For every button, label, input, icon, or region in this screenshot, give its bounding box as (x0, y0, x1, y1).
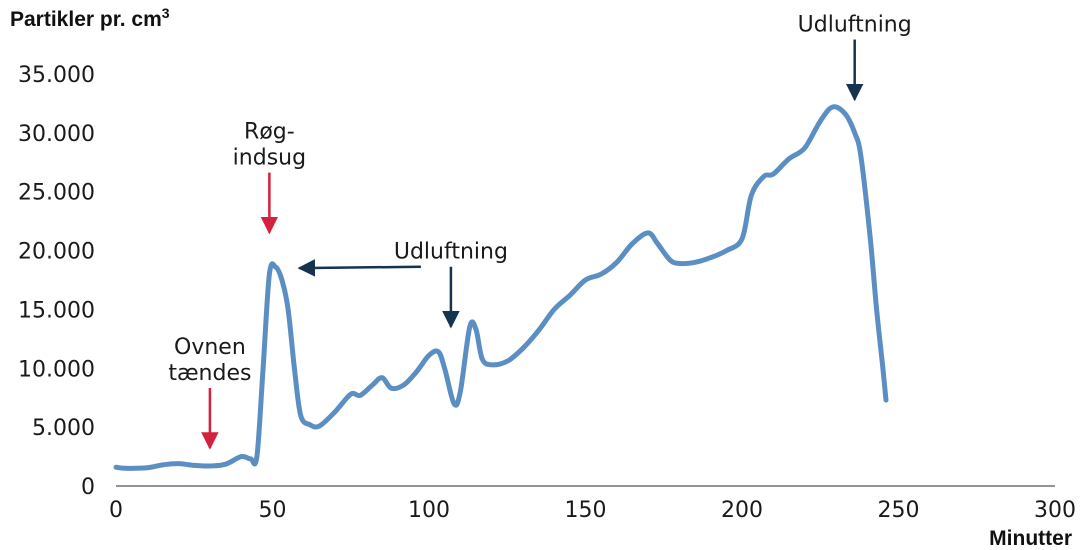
x-tick-label: 250 (878, 498, 920, 523)
annotation-label: Udluftning (394, 240, 508, 265)
x-tick-label: 150 (565, 498, 607, 523)
annotation: Røg-indsug (233, 120, 306, 233)
annotation-arrow (299, 267, 421, 268)
annotation-label: Røg- (244, 120, 295, 145)
x-tick-label: 200 (721, 498, 763, 523)
annotation: Udluftning (798, 13, 912, 100)
annotation-label: Ovnen (174, 335, 246, 360)
annotation-label: tændes (168, 361, 251, 386)
y-tick-label: 35.000 (18, 63, 95, 88)
x-tick-label: 0 (109, 498, 123, 523)
y-axis-title: Partikler pr. cm3 (10, 5, 170, 31)
x-tick-labels: 0 50 100 150 200 250 300 (109, 498, 1076, 523)
annotation-label: indsug (233, 146, 306, 171)
x-axis-title: Minutter (989, 527, 1072, 550)
y-tick-label: 15.000 (18, 298, 95, 323)
y-tick-label: 0 (81, 475, 95, 500)
annotation-label: Udluftning (798, 13, 912, 38)
x-tick-label: 100 (408, 498, 450, 523)
y-tick-label: 10.000 (18, 357, 95, 382)
y-tick-labels: 0 5.000 10.000 15.000 20.000 25.000 30.000 35.0… (18, 63, 95, 500)
annotation: Udluftning (299, 240, 508, 327)
y-tick-label: 30.000 (18, 122, 95, 147)
series-line (116, 107, 886, 469)
y-tick-label: 25.000 (18, 181, 95, 206)
x-tick-label: 300 (1034, 498, 1076, 523)
x-tick-label: 50 (259, 498, 287, 523)
y-tick-label: 5.000 (32, 416, 95, 441)
y-tick-label: 20.000 (18, 240, 95, 265)
